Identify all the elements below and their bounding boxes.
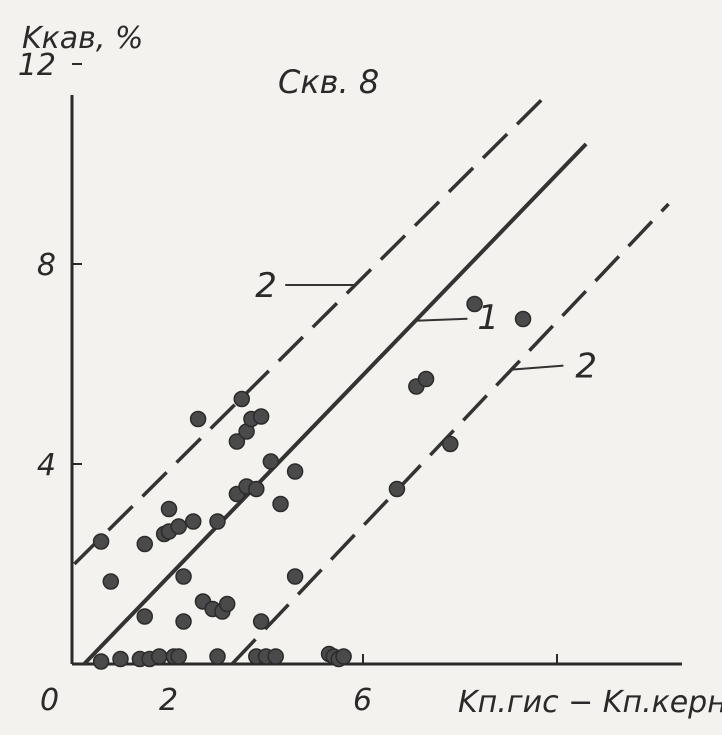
dashed-line-1 — [73, 97, 544, 566]
regression-lines — [73, 97, 670, 666]
solid-line-0 — [82, 142, 588, 666]
data-point-13 — [170, 648, 187, 665]
data-point-21 — [209, 513, 226, 530]
data-point-8 — [151, 648, 168, 665]
data-point-18 — [189, 410, 207, 428]
data-point-27 — [233, 390, 250, 408]
data-point-44 — [335, 648, 352, 665]
data-points — [92, 295, 532, 670]
annotation-leader-1 — [415, 317, 468, 322]
data-point-25 — [228, 433, 246, 450]
data-point-33 — [252, 408, 270, 425]
dashed-line-2 — [230, 202, 670, 666]
data-point-0 — [92, 533, 110, 550]
data-point-7 — [136, 535, 153, 553]
data-point-16 — [175, 613, 192, 630]
data-point-3 — [92, 653, 110, 670]
x-tick-label-1: 6 — [353, 683, 372, 718]
data-point-48 — [442, 435, 459, 453]
data-point-10 — [160, 500, 178, 518]
y-tick-label-2: 12 — [18, 48, 56, 83]
line-annotations: 2 1 2 — [255, 266, 597, 387]
x-axis-label: Kп.гис − Kп.керн, % — [458, 685, 722, 720]
data-point-22 — [209, 648, 226, 665]
y-tick-label-0: 4 — [37, 448, 56, 483]
data-point-37 — [267, 648, 284, 665]
data-point-36 — [262, 453, 280, 470]
annotation-label-0: 2 — [255, 266, 277, 306]
annotation-label-2: 2 — [575, 347, 597, 387]
data-point-49 — [466, 295, 483, 313]
data-point-2 — [112, 650, 129, 668]
data-point-31 — [248, 480, 265, 498]
data-point-6 — [136, 608, 153, 625]
y-axis-label: Kкав, % — [22, 21, 143, 56]
data-point-1 — [102, 573, 120, 590]
data-point-15 — [175, 568, 192, 585]
data-point-47 — [417, 370, 435, 388]
data-point-24 — [218, 595, 236, 613]
data-point-34 — [252, 613, 270, 630]
x-tick-label-0: 2 — [159, 683, 178, 718]
annotation-label-1: 1 — [477, 298, 499, 338]
data-point-39 — [286, 463, 304, 480]
data-point-50 — [514, 310, 532, 328]
data-point-38 — [272, 495, 289, 513]
chart-title: Скв. 8 — [278, 63, 379, 101]
data-point-40 — [286, 568, 304, 585]
annotation-leader-2 — [511, 364, 564, 371]
data-point-45 — [388, 480, 406, 498]
origin-label: 0 — [40, 683, 59, 718]
y-tick-label-1: 8 — [37, 248, 56, 283]
data-point-17 — [185, 513, 202, 530]
data-point-14 — [170, 518, 187, 535]
